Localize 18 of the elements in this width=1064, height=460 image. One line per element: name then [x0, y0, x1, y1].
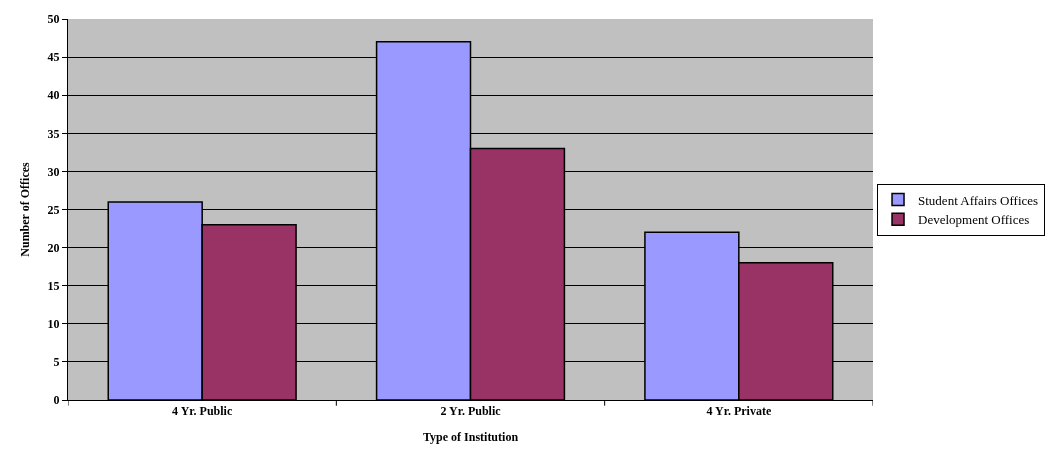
y-tick-label: 50	[47, 12, 60, 27]
legend-label: Development Offices	[918, 212, 1030, 228]
y-tick-label: 15	[47, 278, 60, 293]
y-tick-label: 40	[47, 88, 60, 103]
y-tick-label: 25	[47, 202, 60, 217]
y-tick-label: 35	[47, 126, 60, 141]
y-tick-label: 10	[47, 317, 60, 331]
x-tick-label: 4 Yr. Private	[706, 404, 772, 419]
y-tick-label: 5	[53, 355, 60, 370]
y-tick-label: 0	[53, 393, 60, 408]
y-axis-title: Number of Offices	[17, 161, 32, 257]
legend-label: Student Affairs Offices	[918, 192, 1039, 208]
x-tick-label: 4 Yr. Public	[172, 404, 233, 419]
y-tick-label: 45	[47, 50, 60, 65]
x-axis-title: Type of Institution	[422, 430, 519, 445]
y-tick-label: 30	[47, 164, 60, 179]
y-tick-label: 20	[47, 240, 60, 255]
x-tick-label: 2 Yr. Public	[440, 404, 502, 419]
